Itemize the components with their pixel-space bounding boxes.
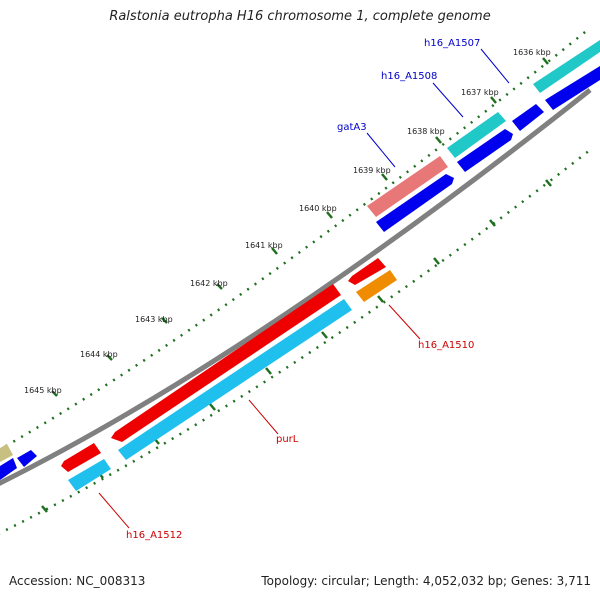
tick-label-1638: 1638 kbp [407, 127, 445, 136]
connector-h16-A1512 [98, 492, 130, 529]
gene-label-h16-a1510[interactable]: h16_A1510 [418, 340, 474, 351]
gene-gatA3-feature[interactable] [367, 156, 448, 217]
tick-label-1644: 1644 kbp [80, 350, 118, 359]
chromosome-backbone [0, 88, 592, 486]
gene-h16-A1512-feature[interactable] [68, 459, 111, 491]
tick-label-1636: 1636 kbp [513, 48, 551, 57]
connector-gatA3 [366, 132, 396, 168]
cds-h16-A1509[interactable] [512, 104, 544, 131]
cds-left-1[interactable] [0, 458, 17, 480]
outer-ruler-dots [0, 27, 591, 451]
gene-purL-feature[interactable] [118, 299, 352, 460]
connector-h16-A1508 [432, 82, 464, 118]
gene-label-purl[interactable]: purL [276, 434, 299, 445]
connector-h16-A1510 [388, 304, 421, 340]
tick-label-1642: 1642 kbp [190, 279, 228, 288]
map-title: Ralstonia eutropha H16 chromosome 1, com… [109, 9, 491, 24]
cds-purL[interactable] [111, 284, 341, 442]
cds-left-2[interactable] [17, 450, 37, 467]
cds-h16-A1507[interactable] [545, 66, 600, 110]
cds-gatA3[interactable] [376, 174, 454, 232]
tick-label-1641: 1641 kbp [245, 241, 283, 250]
tick-label-1645: 1645 kbp [24, 386, 62, 395]
accession-label: Accession: NC_008313 [9, 574, 146, 588]
connector-purL [248, 399, 279, 435]
unknown-feature-left[interactable] [0, 444, 13, 462]
tick-label-1640: 1640 kbp [299, 204, 337, 213]
gene-h16-A1510-feature[interactable] [356, 270, 397, 302]
connector-h16-A1507 [480, 48, 510, 84]
tick-label-1639: 1639 kbp [353, 166, 391, 175]
gene-h16-A1508-feature[interactable] [447, 112, 506, 158]
outer-major-ticks [51, 57, 549, 397]
tick-label-1643: 1643 kbp [135, 315, 173, 324]
tick-label-1637: 1637 kbp [461, 88, 499, 97]
cds-h16-A1512[interactable] [61, 443, 101, 472]
inner-major-ticks [41, 179, 552, 513]
inner-ruler-dots [0, 149, 591, 535]
gene-label-h16-a1512[interactable]: h16_A1512 [126, 530, 182, 541]
gene-label-h16-a1507[interactable]: h16_A1507 [424, 38, 480, 49]
topology-summary: Topology: circular; Length: 4,052,032 bp… [261, 574, 591, 588]
cds-h16-A1510[interactable] [348, 258, 386, 285]
gene-h16-A1507-feature[interactable] [533, 40, 600, 93]
gene-label-gata3[interactable]: gatA3 [337, 122, 367, 133]
gene-label-h16-a1508[interactable]: h16_A1508 [381, 71, 437, 82]
cds-h16-A1508[interactable] [457, 129, 513, 172]
